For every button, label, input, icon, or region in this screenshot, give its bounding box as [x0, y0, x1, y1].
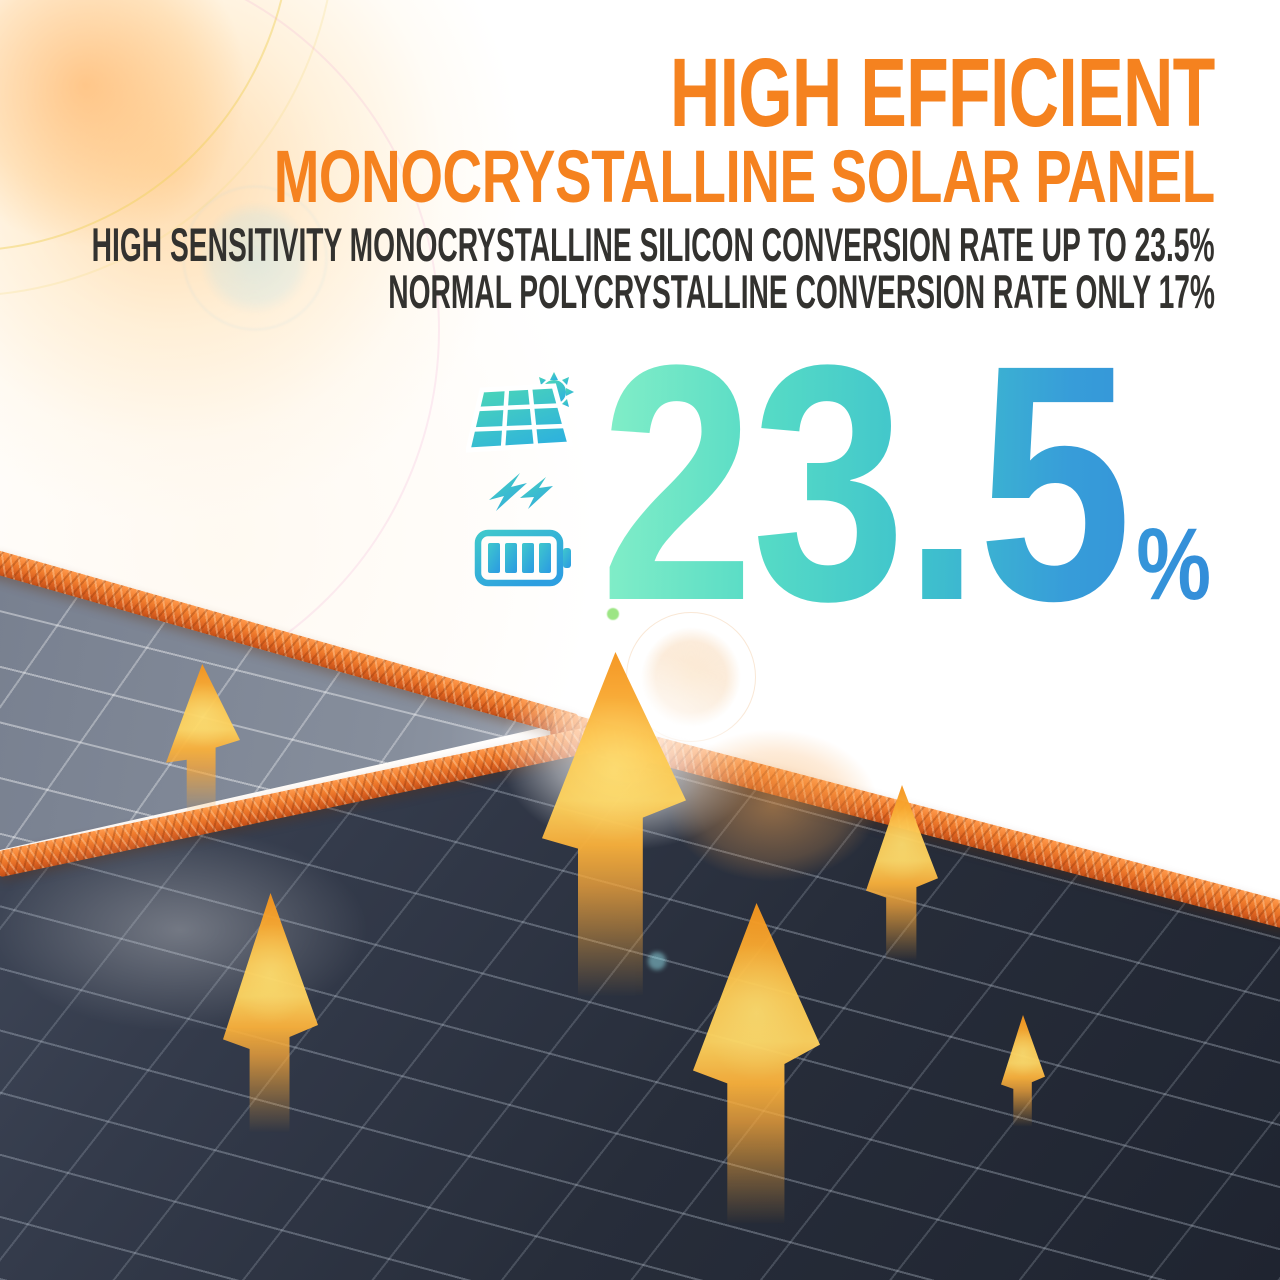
battery-icon	[474, 526, 572, 590]
stat-percent-unit: %	[1136, 507, 1212, 621]
headline-line1: HIGH EFFICIENT	[670, 38, 1215, 147]
stat-value: 23.5	[600, 296, 1130, 671]
conversion-rate-stat: 23.5 %	[600, 316, 1211, 652]
headline-line2: MONOCRYSTALLINE SOLAR PANEL	[273, 135, 1216, 218]
lightning-bolt-icon	[487, 470, 553, 516]
subheadline-line1: HIGH SENSITIVITY MONOCRYSTALLINE SILICON…	[92, 218, 1215, 271]
solar-panel-sun-icon	[466, 372, 576, 460]
